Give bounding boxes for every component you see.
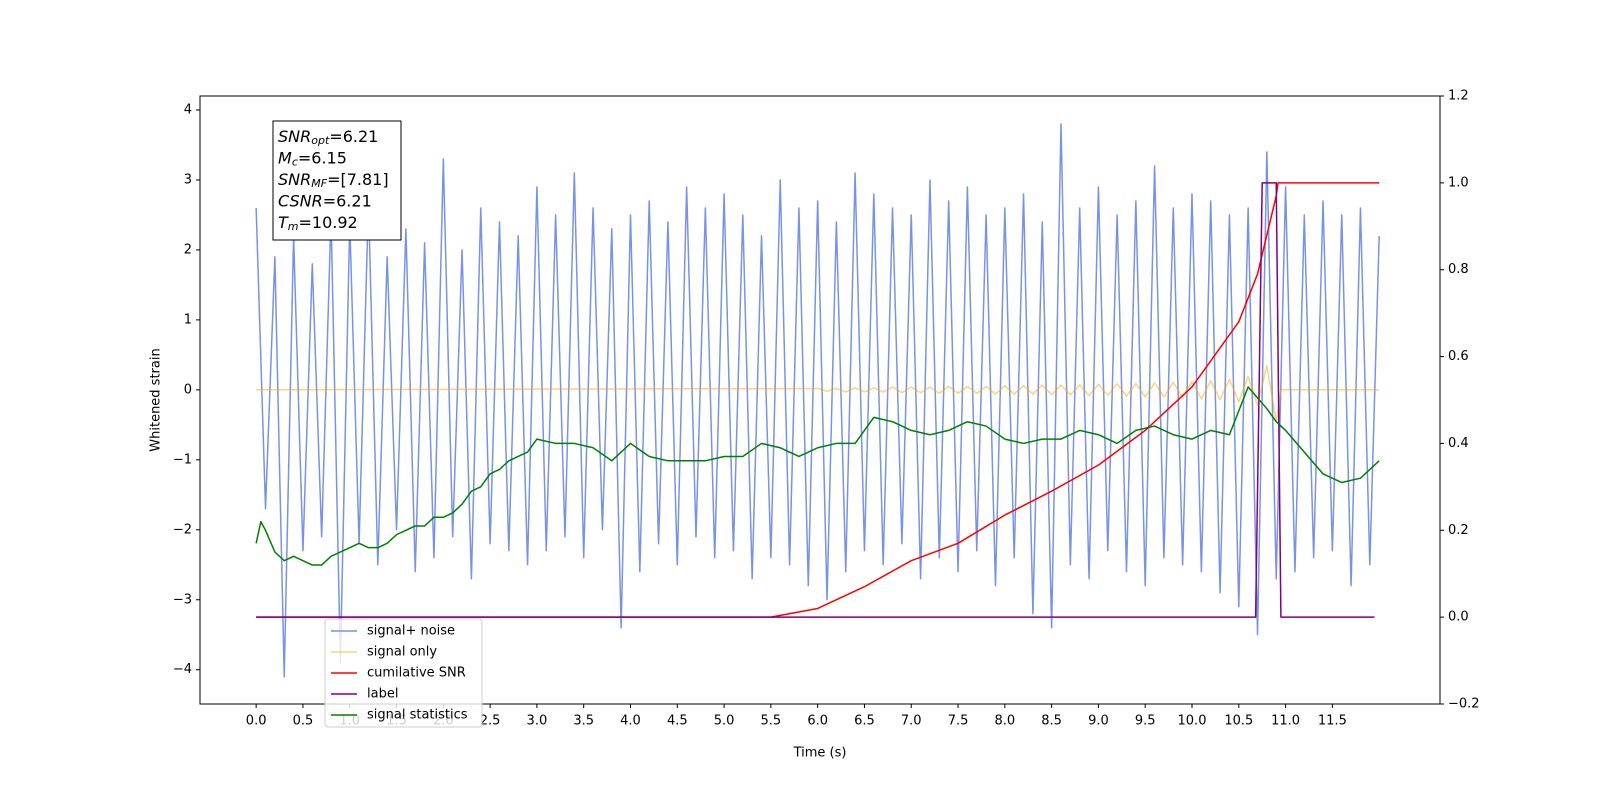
y2-tick-label: 1.2 (1448, 89, 1469, 104)
x-tick-label: 8.0 (994, 714, 1015, 729)
x-tick-label: 9.0 (1088, 714, 1109, 729)
y-tick-label: 1 (184, 312, 192, 327)
annotation-subscript: MF (311, 177, 327, 190)
x-tick-label: 0.5 (293, 714, 314, 729)
y-tick-label: −1 (173, 452, 192, 467)
y2-tick-label: 1.0 (1448, 175, 1469, 190)
annotation-subscript: c (292, 156, 298, 169)
y-tick-label: 0 (184, 382, 192, 397)
y-axis-label: Whitened strain (149, 348, 164, 451)
legend-label: signal+ noise (367, 624, 455, 639)
annotation-value: =6.21 (329, 127, 378, 146)
legend-label: label (367, 687, 398, 702)
x-tick-label: 4.0 (620, 714, 641, 729)
legend-frame (324, 618, 483, 728)
x-tick-label: 0.0 (246, 714, 267, 729)
y2-tick-label: 0.4 (1448, 436, 1469, 451)
x-tick-label: 3.5 (573, 714, 594, 729)
x-tick-label: 5.5 (761, 714, 782, 729)
x-tick-label: 9.5 (1135, 714, 1156, 729)
x-tick-label: 6.5 (854, 714, 875, 729)
legend-label: cumilative SNR (367, 666, 466, 681)
series-line (255, 123, 1380, 678)
annotation-symbol: T (278, 213, 289, 232)
x-tick-label: 10.5 (1224, 714, 1253, 729)
annotation-symbol: M (278, 148, 292, 167)
annotation-text: SNRMF=[7.81] (278, 170, 389, 191)
y2-tick-label: 0.6 (1448, 349, 1469, 364)
y2-tick-label: 0.0 (1448, 610, 1469, 625)
annotation-frame (272, 120, 402, 241)
annotation-symbol: SNR (278, 170, 311, 189)
annotation-text: Tm=10.92 (278, 213, 358, 234)
x-tick-label: 7.0 (901, 714, 922, 729)
annotation-symbol: CSNR (278, 191, 323, 210)
y-tick-label: −2 (173, 522, 192, 537)
legend: signal+ noise signal only cumilative SNR la… (324, 618, 483, 728)
x-tick-label: 11.5 (1318, 714, 1347, 729)
annotation-symbol: SNR (278, 127, 311, 146)
x-tick-label: 4.5 (667, 714, 688, 729)
x-tick-label: 2.5 (480, 714, 501, 729)
y2-tick-label: 0.2 (1448, 523, 1469, 538)
annotation-value: =[7.81] (327, 170, 389, 189)
y-tick-label: −3 (173, 592, 192, 607)
annotation-text: Mc=6.15 (278, 148, 347, 169)
plot-frame (199, 95, 1441, 705)
x-tick-label: 7.5 (948, 714, 969, 729)
y2-tick-label: 0.8 (1448, 262, 1469, 277)
legend-label: signal only (367, 645, 437, 660)
annotation-text: SNRopt=6.21 (278, 127, 378, 148)
x-axis-label: Time (s) (793, 746, 847, 761)
x-tick-label: 3.0 (527, 714, 548, 729)
annotation-text: CSNR=6.21 (278, 191, 372, 210)
y-tick-label: −4 (173, 662, 192, 677)
annotation-box: SNRopt=6.21Mc=6.15SNRMF=[7.81]CSNR=6.21T… (272, 120, 402, 241)
y-tick-label: 2 (184, 242, 192, 257)
annotation-subscript: m (288, 220, 299, 233)
x-tick-label: 11.0 (1271, 714, 1300, 729)
y-tick-label: 4 (184, 102, 192, 117)
x-tick-label: 8.5 (1041, 714, 1062, 729)
series-line (256, 182, 1375, 618)
series-line (255, 386, 1380, 566)
x-tick-label: 5.0 (714, 714, 735, 729)
series-line (256, 182, 1380, 618)
annotation-subscript: opt (311, 134, 330, 147)
series-line (256, 364, 1380, 423)
x-tick-label: 10.0 (1178, 714, 1207, 729)
annotation-value: =6.21 (323, 191, 372, 210)
x-tick-label: 6.0 (807, 714, 828, 729)
y-tick-label: 3 (184, 172, 192, 187)
annotation-value: =6.15 (298, 148, 347, 167)
y2-tick-label: −0.2 (1448, 697, 1480, 712)
annotation-value: =10.92 (299, 213, 358, 232)
legend-label: signal statistics (367, 708, 468, 723)
